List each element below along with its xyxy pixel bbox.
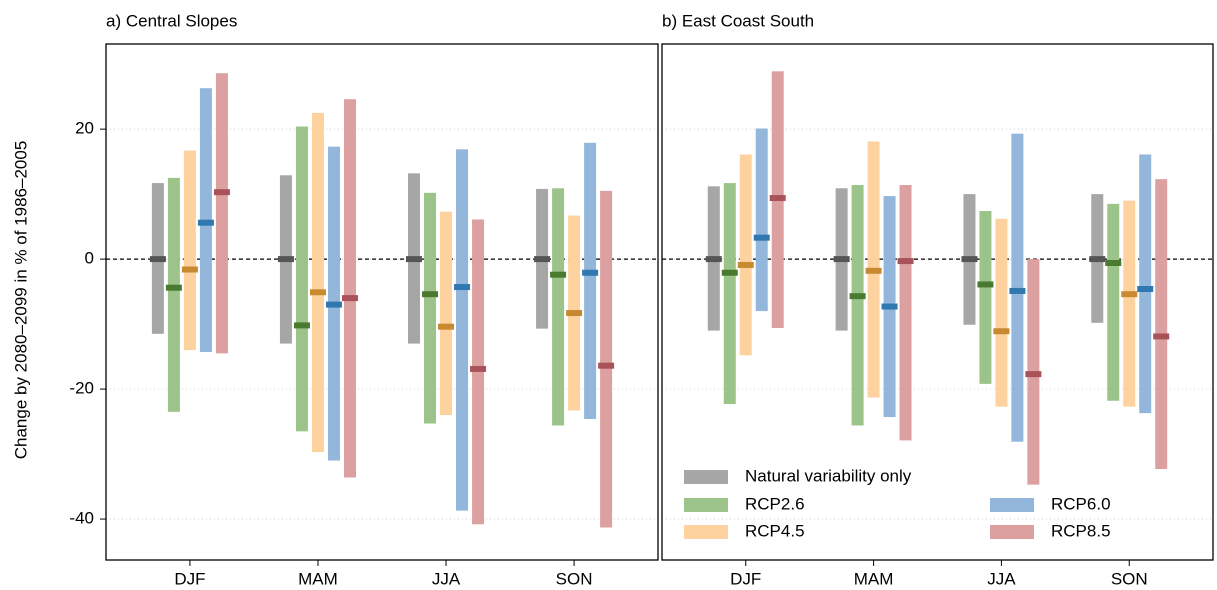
median-mark [213,189,230,196]
median-mark [181,266,198,273]
median-mark [833,256,850,263]
median-mark [1137,286,1154,293]
median-mark [753,234,770,241]
range-bar [167,177,180,412]
range-bar [600,190,613,528]
legend-swatch [990,498,1034,512]
median-mark [149,256,166,263]
median-mark [406,256,423,263]
x-tick-label: MAM [298,569,338,588]
legend-label: Natural variability only [745,466,912,485]
median-mark [598,362,615,369]
median-mark [897,258,914,265]
range-bar [995,218,1008,407]
x-tick-label: DJF [174,569,205,588]
x-tick-label: JJA [987,569,1016,588]
median-mark [737,261,754,268]
median-mark [309,289,326,296]
median-mark [865,267,882,274]
range-bar [215,73,228,354]
panel-frame [661,43,1214,561]
y-axis-label: Change by 2080–2099 in % of 1986–2005 [11,141,30,460]
median-mark [849,293,866,300]
x-tick-label: DJF [730,569,761,588]
panel-frame [105,43,659,561]
median-mark [293,322,310,329]
range-bar [1139,154,1152,414]
median-mark [325,301,342,308]
range-bar [552,188,565,426]
range-bar [183,150,196,351]
median-mark [341,295,358,302]
range-bar [1011,133,1024,442]
median-mark [1089,256,1106,263]
median-mark [566,310,583,317]
x-tick-label: SON [556,569,593,588]
median-mark [277,256,294,263]
range-bar [456,149,469,511]
range-bar [899,185,912,441]
median-mark [961,256,978,263]
median-mark [993,328,1010,335]
median-mark [1121,291,1138,298]
range-bar [295,126,308,432]
median-mark [454,284,471,291]
range-bar [1123,200,1136,407]
median-mark [1025,371,1042,378]
median-mark [582,269,599,276]
panel-title: a) Central Slopes [106,11,237,30]
range-bar [311,112,324,453]
median-mark [721,269,738,276]
median-mark [550,271,567,278]
median-mark [977,281,994,288]
y-tick-label: -40 [69,509,94,528]
median-mark [881,303,898,310]
median-mark [1105,260,1122,267]
range-bar [723,183,736,405]
legend-label: RCP6.0 [1051,494,1111,513]
median-mark [534,256,551,263]
legend-label: RCP4.5 [745,521,805,540]
legend-swatch [990,525,1034,539]
legend-swatch [684,525,728,539]
median-mark [422,291,439,298]
range-bar [755,128,768,312]
x-tick-label: MAM [854,569,894,588]
legend-swatch [684,498,728,512]
median-mark [1009,287,1026,294]
median-mark [1153,333,1170,340]
range-bar [343,99,356,478]
y-tick-label: 0 [85,249,94,268]
median-mark [165,284,182,291]
x-tick-label: JJA [432,569,461,588]
range-bar [851,185,864,426]
panel-title: b) East Coast South [662,11,814,30]
median-mark [197,219,214,226]
range-bar [1107,203,1120,401]
legend-label: RCP2.6 [745,494,805,513]
range-bar [440,211,453,416]
range-bar [739,154,752,356]
y-tick-label: 20 [75,119,94,138]
median-mark [470,365,487,372]
y-tick-label: -20 [69,379,94,398]
median-mark [438,323,455,330]
x-tick-label: SON [1111,569,1148,588]
median-mark [769,195,786,202]
legend-label: RCP8.5 [1051,521,1111,540]
range-bar [1155,179,1168,470]
range-bar [424,192,437,424]
median-mark [705,256,722,263]
legend-swatch [684,470,728,484]
range-bar [584,142,597,419]
range-bar [979,211,992,384]
